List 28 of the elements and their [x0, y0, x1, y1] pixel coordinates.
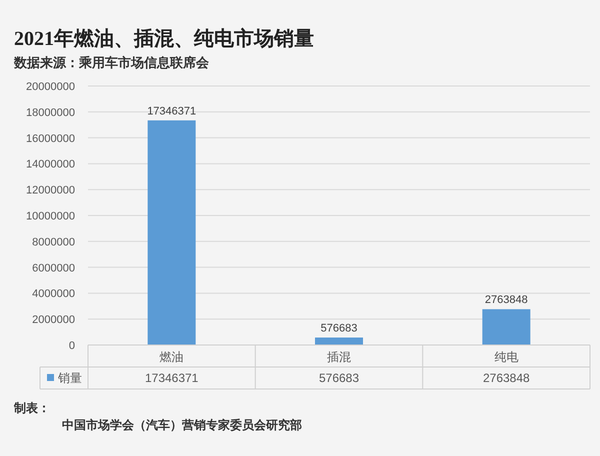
data-label: 576683: [318, 371, 360, 385]
x-tick-label: 纯电: [494, 350, 518, 364]
annotation: 576683: [320, 322, 358, 335]
bar: [315, 338, 363, 345]
text: 中国市场学会（汽车）营销专家委员会研究部: [62, 418, 302, 432]
bar: [482, 309, 530, 345]
chart-title: 2021年燃油、插混、纯电市场销量: [14, 27, 314, 50]
y-tick-label: 8000000: [32, 236, 75, 248]
chart-subtitle: 数据来源：乘用车市场信息联席会: [13, 55, 210, 70]
y-tick-label: 6000000: [32, 262, 75, 274]
y-tick-label: 18000000: [26, 106, 75, 119]
bar: [148, 120, 196, 345]
annotation: 17346371: [147, 105, 196, 118]
annotation: 2763848: [484, 294, 528, 306]
y-tick-label: 4000000: [32, 288, 75, 300]
x-tick-label: 插混: [327, 350, 351, 364]
y-tick-label: 14000000: [26, 158, 75, 171]
x-tick-label: 燃油: [160, 350, 184, 364]
y-tick-label: 0: [68, 340, 75, 352]
y-tick-label: 2000000: [32, 314, 75, 326]
data-label: 17346371: [144, 371, 199, 385]
data-label: 2763848: [482, 371, 530, 385]
y-tick-label: 10000000: [26, 210, 75, 222]
legend-label: 销量: [57, 371, 82, 385]
y-tick-label: 16000000: [26, 132, 75, 145]
y-tick-label: 20000000: [26, 81, 75, 93]
y-tick-label: 12000000: [26, 184, 75, 197]
text: 制表：: [13, 401, 50, 415]
